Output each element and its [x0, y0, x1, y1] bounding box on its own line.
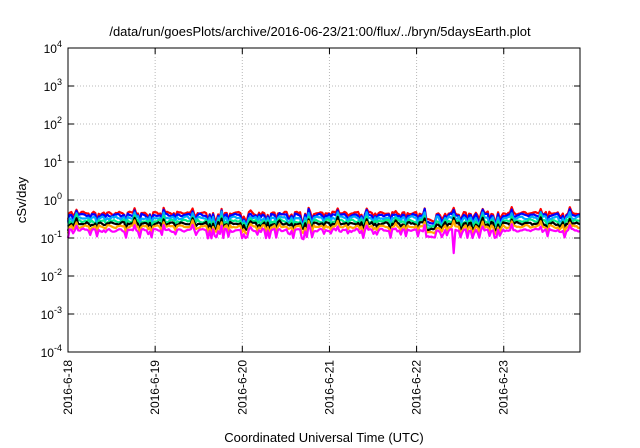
y-tick-base: 10: [41, 270, 55, 284]
series-line: [66, 219, 581, 236]
y-tick-base: 10: [44, 156, 58, 170]
y-tick-base: 10: [44, 118, 58, 132]
y-tick-base: 10: [41, 346, 55, 360]
y-tick-label: 102: [44, 115, 62, 132]
y-tick-exponent: -3: [54, 305, 62, 315]
x-tick-label: 2016-6-20: [235, 360, 249, 415]
y-tick-label: 10-3: [41, 305, 62, 322]
y-axis-label: cSv/day: [14, 176, 29, 223]
y-tick-exponent: -1: [54, 229, 62, 239]
x-tick-label: 2016-6-21: [322, 360, 336, 415]
y-tick-label: 10-1: [41, 229, 62, 246]
x-tick-label: 2016-6-23: [497, 360, 511, 415]
y-tick-exponent: 4: [57, 39, 62, 49]
x-tick-label: 2016-6-22: [410, 360, 424, 415]
y-tick-base: 10: [41, 232, 55, 246]
y-tick-label: 10-4: [41, 343, 62, 360]
y-tick-base: 10: [44, 42, 58, 56]
y-tick-exponent: 2: [57, 115, 62, 125]
y-tick-exponent: 0: [57, 191, 62, 201]
x-axis-label: Coordinated Universal Time (UTC): [224, 430, 423, 445]
x-axis: 2016-6-18 2016-6-19 2016-6-20 2016-6-21 2016…: [61, 48, 511, 415]
y-tick-exponent: -4: [54, 343, 62, 353]
y-tick-exponent: 1: [57, 153, 62, 163]
y-tick-label: 103: [44, 77, 62, 94]
y-tick-exponent: 3: [57, 77, 62, 87]
x-tick-label: 2016-6-18: [61, 360, 75, 415]
series-group: [66, 206, 581, 255]
y-tick-base: 10: [44, 194, 58, 208]
y-tick-label: 101: [44, 153, 62, 170]
y-tick-label: 100: [44, 191, 62, 208]
y-tick-label: 104: [44, 39, 62, 56]
y-tick-base: 10: [44, 80, 58, 94]
chart-title: /data/run/goesPlots/archive/2016-06-23/2…: [109, 24, 531, 39]
x-tick-label: 2016-6-19: [148, 360, 162, 415]
y-tick-label: 10-2: [41, 267, 62, 284]
y-tick-exponent: -2: [54, 267, 62, 277]
y-tick-base: 10: [41, 308, 55, 322]
series-line: [66, 223, 581, 255]
grid: [67, 48, 580, 352]
